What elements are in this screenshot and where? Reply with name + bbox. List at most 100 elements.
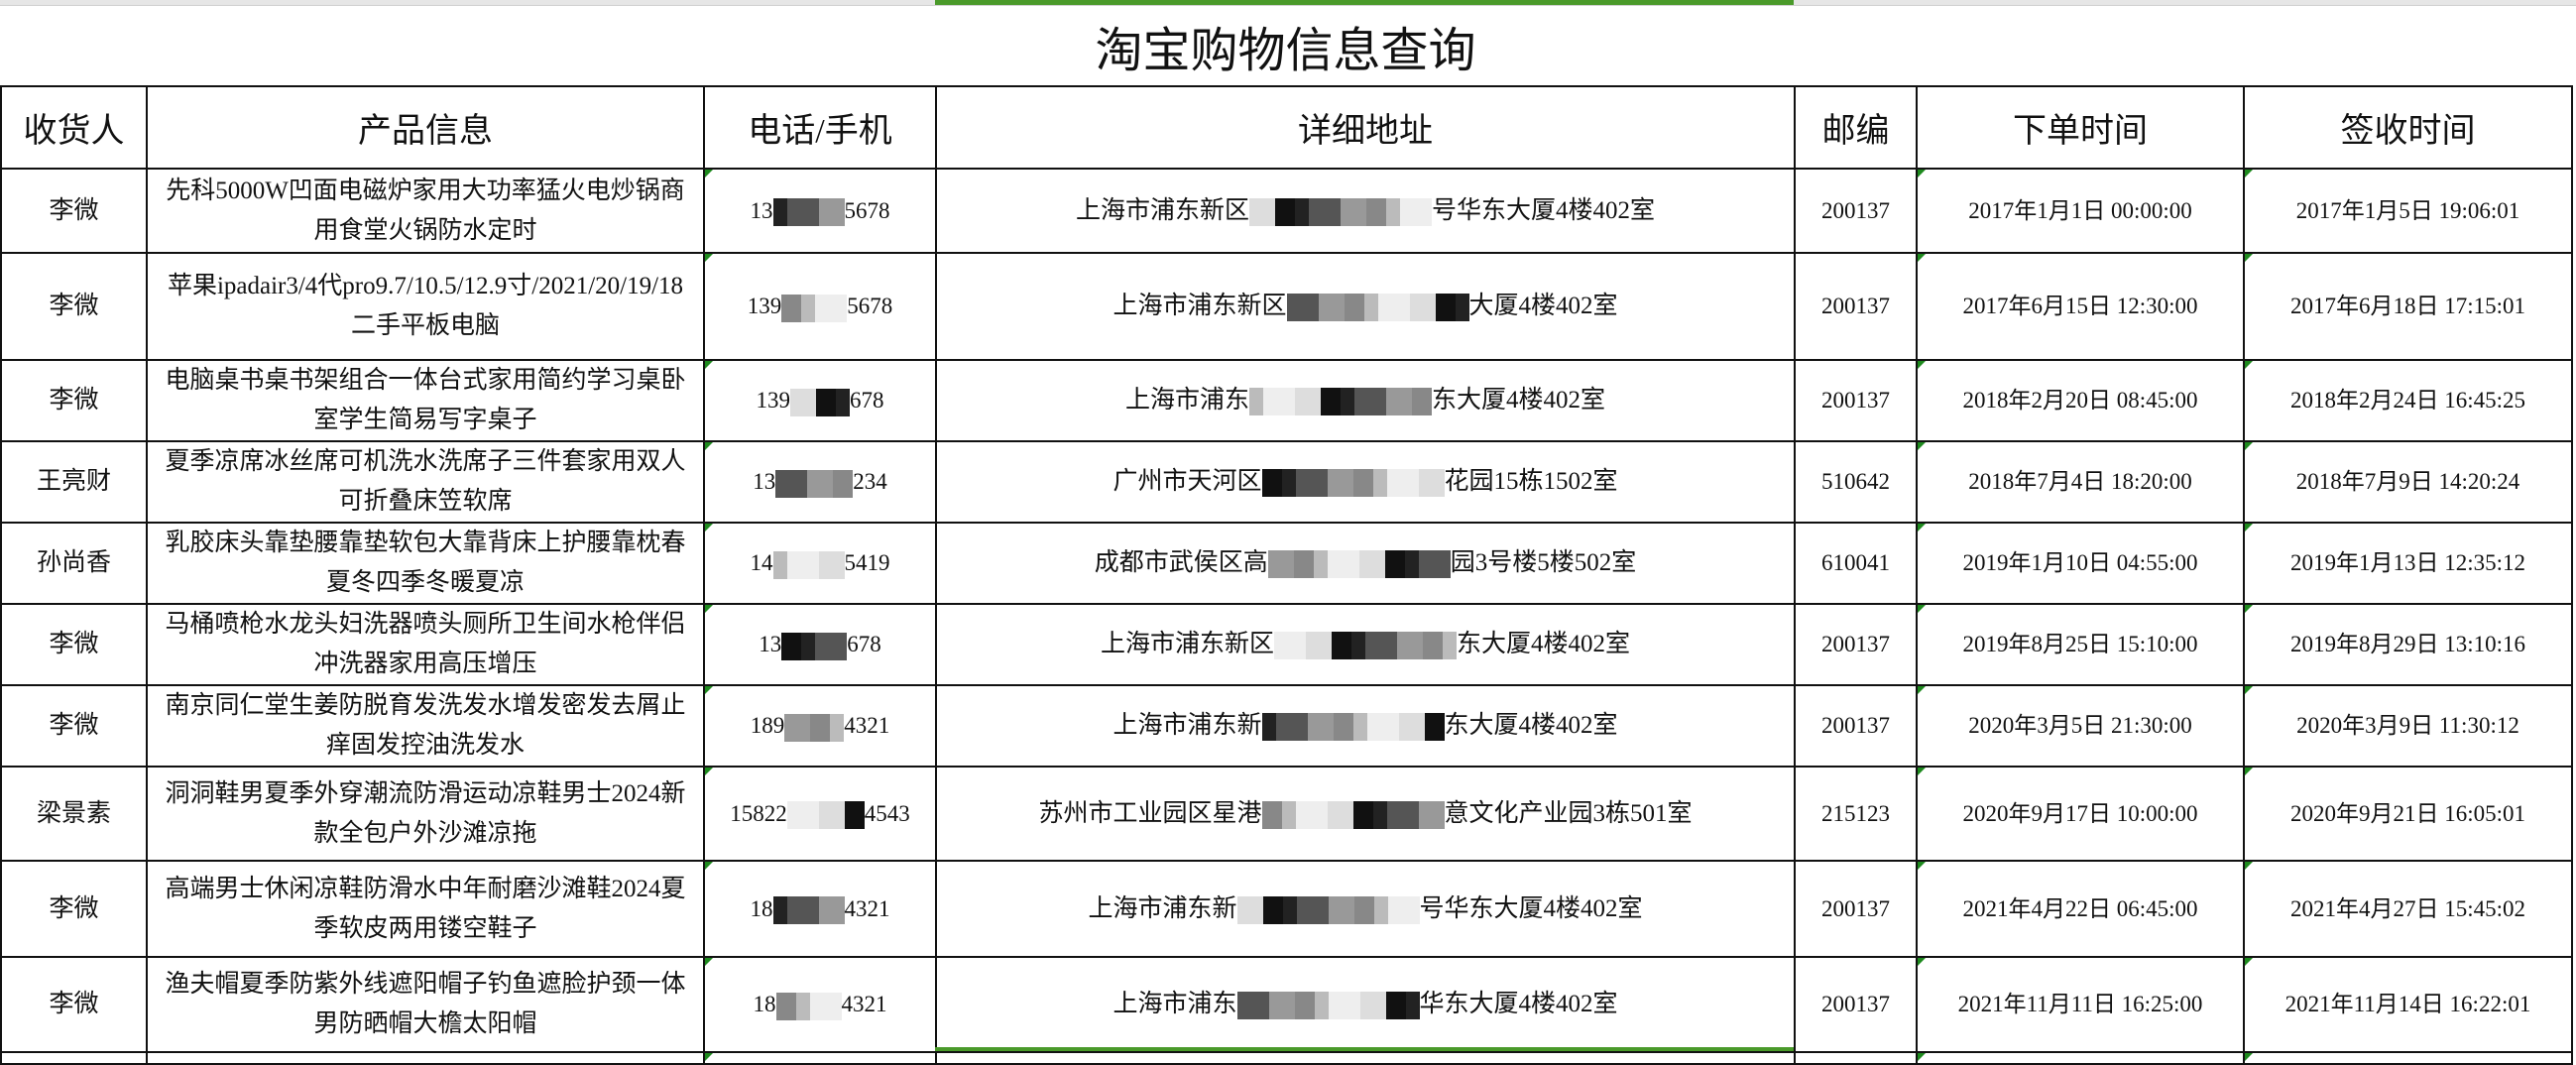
header-order-time[interactable]: 下单时间 — [1916, 85, 2245, 170]
zip-cell[interactable]: 510642 — [1794, 440, 1918, 524]
recipient-cell[interactable]: 李微 — [0, 684, 148, 768]
address-cell[interactable]: 上海市浦东 华东大厦4楼402室 — [935, 956, 1796, 1053]
sign-time-cell[interactable]: 2021年11月14日 16:22:01 — [2243, 956, 2573, 1053]
address-cell[interactable]: 上海市浦东 东大厦4楼402室 — [935, 359, 1796, 442]
zip-cell[interactable]: 610041 — [1794, 522, 1918, 605]
address-cell[interactable]: 上海市浦东新区 大厦4楼402室 — [935, 252, 1796, 361]
header-recipient[interactable]: 收货人 — [0, 85, 148, 170]
phone-suffix: 5678 — [844, 197, 890, 223]
sign-time-cell[interactable]: 2018年7月9日 14:20:24 — [2243, 440, 2573, 524]
address-prefix: 上海市浦东新区 — [1112, 293, 1287, 319]
order-time-cell[interactable]: 2021年11月11日 16:25:00 — [1916, 956, 2245, 1053]
header-product[interactable]: 产品信息 — [146, 85, 705, 170]
redacted-block — [1286, 294, 1319, 322]
zip-cell[interactable]: 200137 — [1794, 956, 1918, 1053]
address-cell[interactable]: 上海市浦东新区 东大厦4楼402室 — [935, 603, 1796, 686]
phone-cell[interactable]: 13 678 — [703, 603, 937, 686]
sign-time-cell[interactable]: 2019年8月29日 13:10:16 — [2243, 603, 2573, 686]
phone-cell[interactable]: 189 4321 — [703, 684, 937, 768]
sign-time-cell[interactable]: 2020年3月9日 11:30:12 — [2243, 684, 2573, 768]
redacted-block — [1351, 632, 1365, 660]
header-phone[interactable]: 电话/手机 — [703, 85, 937, 170]
phone-cell[interactable]: 15822 4543 — [703, 766, 937, 862]
redacted-block — [1385, 992, 1406, 1020]
zip-cell[interactable]: 215123 — [1794, 766, 1918, 862]
sign-time-cell[interactable]: 2021年4月27日 15:45:02 — [2243, 860, 2573, 958]
product-cell[interactable]: 洞洞鞋男夏季外穿潮流防滑运动凉鞋男士2024新款全包户外沙滩凉拖 — [146, 766, 705, 862]
redacted-block — [1236, 895, 1263, 924]
recipient-cell[interactable]: 李微 — [0, 956, 148, 1053]
header-zip[interactable]: 邮编 — [1794, 85, 1918, 170]
address-suffix: 号华东大厦4楼402室 — [1432, 196, 1656, 224]
address-cell[interactable]: 上海市浦东新区 号华东大厦4楼402室 — [935, 168, 1796, 254]
recipient-cell[interactable]: 李微 — [0, 252, 148, 361]
zip-cell[interactable]: 200137 — [1794, 860, 1918, 958]
sign-time-cell[interactable]: 2017年1月5日 19:06:01 — [2243, 168, 2573, 254]
phone-cell[interactable]: 18 4321 — [703, 956, 937, 1053]
address-cell[interactable]: 苏州市工业园区星港 意文化产业园3栋501室 — [935, 766, 1796, 862]
product-cell[interactable]: 乳胶床头靠垫腰靠垫软包大靠背床上护腰靠枕春夏冬四季冬暖夏凉 — [146, 522, 705, 605]
sign-time-cell[interactable]: 2019年1月13日 12:35:12 — [2243, 522, 2573, 605]
address-cell[interactable]: 上海市浦东新 东大厦4楼402室 — [935, 684, 1796, 768]
product-cell[interactable]: 电脑桌书桌书架组合一体台式家用简约学习桌卧室学生简易写字桌子 — [146, 359, 705, 442]
order-time-cell[interactable]: 2019年1月10日 04:55:00 — [1916, 522, 2245, 605]
sign-time-cell[interactable]: 2017年6月18日 17:15:01 — [2243, 252, 2573, 361]
recipient-cell[interactable]: 李微 — [0, 603, 148, 686]
zip-cell[interactable]: 200137 — [1794, 168, 1918, 254]
redacted-block — [1295, 197, 1309, 226]
order-time-cell[interactable]: 2018年2月20日 08:45:00 — [1916, 359, 2245, 442]
phone-cell[interactable]: 18 4321 — [703, 860, 937, 958]
product-cell[interactable]: 夏季凉席冰丝席可机洗水洗席子三件套家用双人可折叠床笠软席 — [146, 440, 705, 524]
phone-cell[interactable]: 139 678 — [703, 359, 937, 442]
recipient-cell[interactable]: 李微 — [0, 168, 148, 254]
product-cell[interactable]: 渔夫帽夏季防紫外线遮阳帽子钓鱼遮脸护颈一体男防晒帽大檐太阳帽 — [146, 956, 705, 1053]
order-time-cell[interactable]: 2020年3月5日 21:30:00 — [1916, 684, 2245, 768]
recipient-cell[interactable]: 李微 — [0, 359, 148, 442]
address-suffix: 号华东大厦4楼402室 — [1419, 894, 1643, 922]
address-cell[interactable]: 广州市天河区 花园15栋1502室 — [935, 440, 1796, 524]
phone-cell[interactable]: 139 5678 — [703, 252, 937, 361]
phone-suffix: 678 — [847, 632, 881, 656]
table-row: 李微 苹果ipadair3/4代pro9.7/10.5/12.9寸/2021/20… — [0, 252, 2573, 361]
order-time-cell[interactable]: 2017年1月1日 00:00:00 — [1916, 168, 2245, 254]
redacted-block — [1358, 550, 1385, 579]
address-suffix: 园3号楼5楼502室 — [1450, 549, 1637, 576]
recipient-cell[interactable]: 梁景素 — [0, 766, 148, 862]
redacted-block — [1328, 992, 1360, 1020]
order-time-cell[interactable]: 2020年9月17日 10:00:00 — [1916, 766, 2245, 862]
zip-cell[interactable]: 200137 — [1794, 603, 1918, 686]
recipient-cell[interactable]: 王亮财 — [0, 440, 148, 524]
header-sign-time[interactable]: 签收时间 — [2243, 85, 2573, 170]
recipient-cell[interactable]: 李微 — [0, 860, 148, 958]
redacted-block — [1352, 469, 1373, 498]
product-cell[interactable]: 苹果ipadair3/4代pro9.7/10.5/12.9寸/2021/20/1… — [146, 252, 705, 361]
product-cell[interactable]: 先科5000W凹面电磁炉家用大功率猛火电炒锅商用食堂火锅防水定时 — [146, 168, 705, 254]
sign-time-cell[interactable]: 2020年9月21日 16:05:01 — [2243, 766, 2573, 862]
phone-cell[interactable]: 13 234 — [703, 440, 937, 524]
zip-cell[interactable]: 200137 — [1794, 684, 1918, 768]
header-address[interactable]: 详细地址 — [935, 85, 1796, 170]
table-row: 梁景素 洞洞鞋男夏季外穿潮流防滑运动凉鞋男士2024新款全包户外沙滩凉拖 15822… — [0, 766, 2573, 862]
phone-suffix: 4321 — [844, 713, 890, 738]
address-cell[interactable]: 成都市武侯区高 园3号楼5楼502室 — [935, 522, 1796, 605]
recipient-cell[interactable]: 孙尚香 — [0, 522, 148, 605]
product-cell[interactable]: 南京同仁堂生姜防脱育发洗发水增发密发去屑止痒固发控油洗发水 — [146, 684, 705, 768]
zip-cell[interactable]: 200137 — [1794, 252, 1918, 361]
sign-time-cell[interactable]: 2018年2月24日 16:45:25 — [2243, 359, 2573, 442]
order-time-cell[interactable]: 2019年8月25日 15:10:00 — [1916, 603, 2245, 686]
phone-prefix: 13 — [750, 197, 773, 223]
phone-prefix: 13 — [753, 469, 776, 494]
order-time-cell[interactable]: 2021年4月22日 06:45:00 — [1916, 860, 2245, 958]
order-time-cell[interactable]: 2018年7月4日 18:20:00 — [1916, 440, 2245, 524]
order-time-cell[interactable]: 2017年6月15日 12:30:00 — [1916, 252, 2245, 361]
redacted-block — [844, 801, 865, 830]
redacted-block — [1386, 388, 1412, 416]
redacted-block — [830, 713, 845, 742]
zip-cell[interactable]: 200137 — [1794, 359, 1918, 442]
phone-cell[interactable]: 14 5419 — [703, 522, 937, 605]
address-cell[interactable]: 上海市浦东新 号华东大厦4楼402室 — [935, 860, 1796, 958]
phone-cell[interactable]: 13 5678 — [703, 168, 937, 254]
product-cell[interactable]: 马桶喷枪水龙头妇洗器喷头厕所卫生间水枪伴侣冲洗器家用高压增压 — [146, 603, 705, 686]
redacted-block — [1386, 469, 1419, 498]
product-cell[interactable]: 高端男士休闲凉鞋防滑水中年耐磨沙滩鞋2024夏季软皮两用镂空鞋子 — [146, 860, 705, 958]
